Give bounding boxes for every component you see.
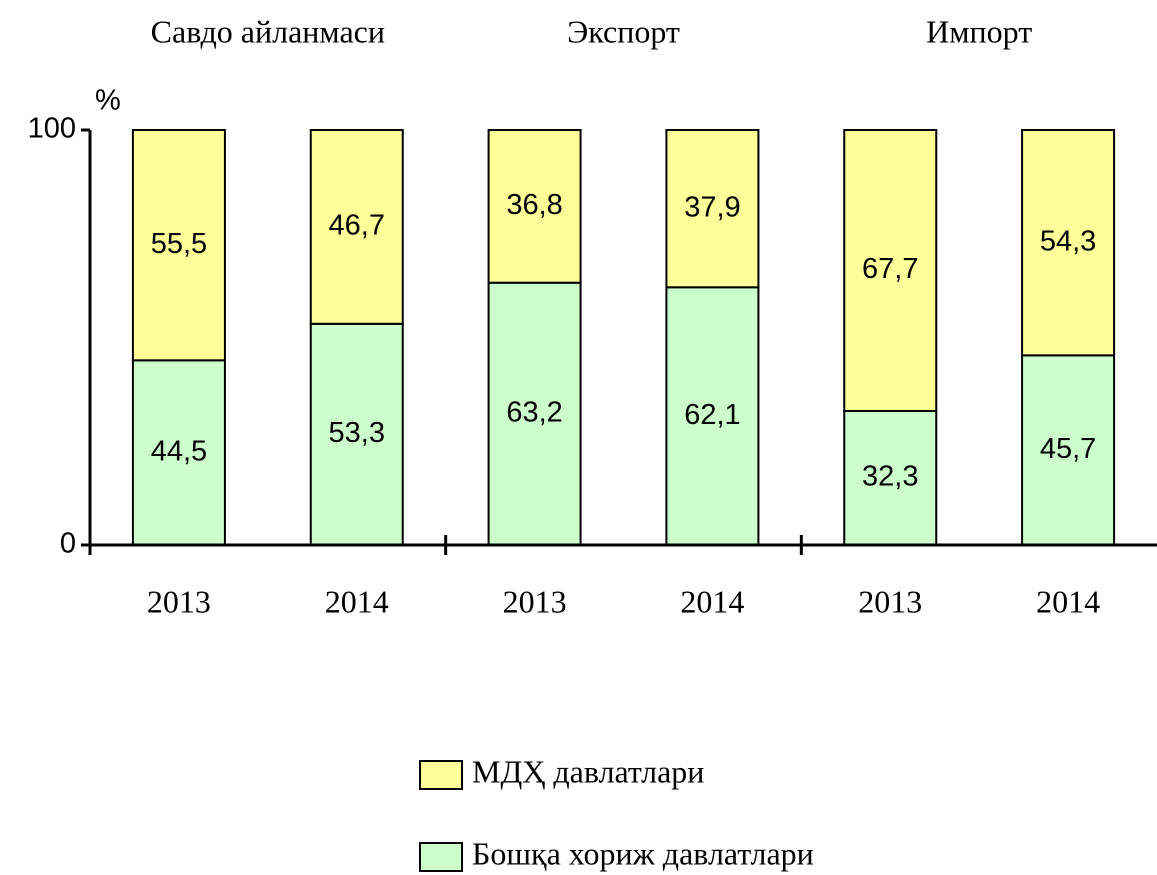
- value-label: 36,8: [506, 189, 562, 221]
- x-tick-label: 2014: [1036, 583, 1100, 619]
- legend-swatch: [419, 842, 463, 872]
- y-axis-label: %: [95, 85, 121, 117]
- group-title: Экспорт: [567, 13, 680, 49]
- x-tick-label: 2013: [858, 583, 922, 619]
- legend-label: Бошқа хориж давлатлари: [472, 835, 814, 871]
- value-label: 32,3: [862, 461, 918, 493]
- value-label: 62,1: [684, 399, 740, 431]
- legend-swatch: [419, 760, 463, 790]
- bar-segment: [1021, 129, 1116, 357]
- value-label: 53,3: [329, 417, 385, 449]
- group-title: Савдо айланмаси: [151, 13, 385, 49]
- group-title: Импорт: [926, 13, 1032, 49]
- x-tick-label: 2013: [147, 583, 211, 619]
- x-tick-label: 2014: [325, 583, 389, 619]
- value-label: 46,7: [329, 210, 385, 242]
- y-tick-label: 100: [28, 113, 76, 145]
- value-label: 55,5: [151, 228, 207, 260]
- y-tick-label: 0: [60, 528, 76, 560]
- bar-segment: [309, 129, 404, 325]
- value-label: 37,9: [684, 191, 740, 223]
- bar-segment: [1021, 354, 1116, 546]
- bar-segment: [843, 129, 938, 412]
- legend-label: МДҲ давлатлари: [472, 753, 704, 789]
- bar-segment: [487, 129, 582, 284]
- value-label: 54,3: [1040, 225, 1096, 257]
- value-label: 63,2: [506, 397, 562, 429]
- bar-segment: [131, 129, 226, 362]
- value-label: 45,7: [1040, 433, 1096, 465]
- value-label: 44,5: [151, 435, 207, 467]
- bar-segment: [665, 129, 760, 289]
- bar-segment: [131, 359, 226, 547]
- x-tick-label: 2014: [680, 583, 744, 619]
- x-tick-label: 2013: [503, 583, 567, 619]
- value-label: 67,7: [862, 253, 918, 285]
